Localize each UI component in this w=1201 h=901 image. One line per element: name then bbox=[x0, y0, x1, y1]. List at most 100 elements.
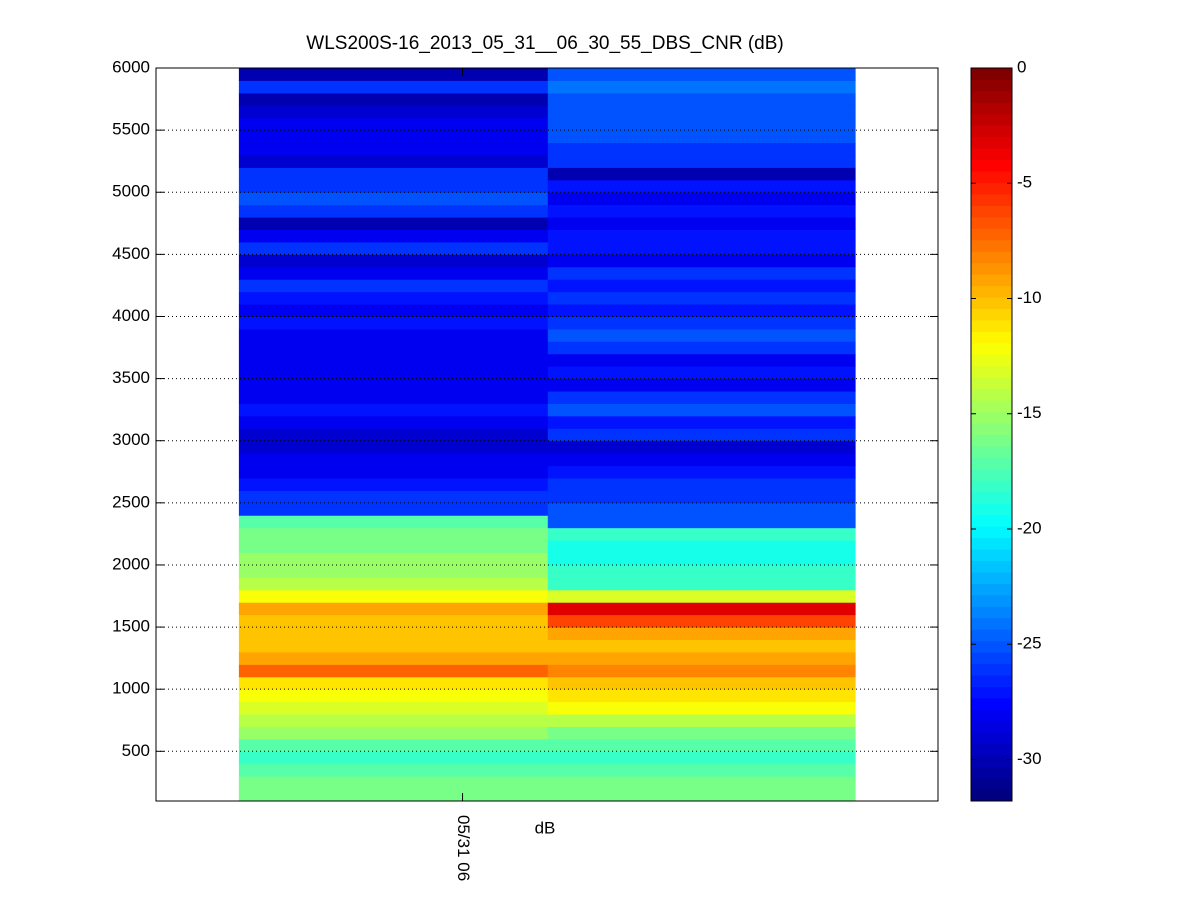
colorbar-swatch bbox=[971, 789, 1012, 802]
heatmap-cell bbox=[238, 167, 549, 181]
colorbar-swatch bbox=[971, 537, 1012, 550]
colorbar-swatch bbox=[971, 560, 1012, 573]
y-tick-label: 3500 bbox=[112, 368, 150, 387]
heatmap-cell bbox=[547, 627, 856, 640]
colorbar-tick-label: 0 bbox=[1017, 57, 1026, 76]
heatmap-cell bbox=[547, 689, 856, 703]
heatmap-cell bbox=[547, 776, 856, 790]
heatmap-cell bbox=[238, 651, 549, 665]
colorbar-swatch bbox=[971, 445, 1012, 458]
colorbar-swatch bbox=[971, 480, 1012, 493]
heatmap-cell bbox=[238, 68, 549, 81]
heatmap-cell bbox=[547, 391, 856, 404]
heatmap-cell bbox=[238, 241, 549, 255]
heatmap-cell bbox=[547, 552, 856, 566]
heatmap-cell bbox=[238, 117, 549, 131]
heatmap-cell bbox=[238, 515, 549, 529]
colorbar-swatch bbox=[971, 594, 1012, 607]
colorbar-swatch bbox=[971, 365, 1012, 378]
y-tick-label: 5500 bbox=[112, 120, 150, 139]
heatmap-cell bbox=[238, 204, 549, 218]
colorbar-swatch bbox=[971, 274, 1012, 287]
y-tick-label: 6000 bbox=[112, 57, 150, 76]
colorbar-swatch bbox=[971, 228, 1012, 241]
heatmap-cell bbox=[547, 763, 856, 777]
heatmap-cell bbox=[238, 217, 549, 231]
heatmap-cell bbox=[238, 552, 549, 566]
colorbar-swatch bbox=[971, 377, 1012, 390]
heatmap-cell bbox=[238, 92, 549, 106]
heatmap-cell bbox=[547, 676, 856, 690]
heatmap-cell bbox=[238, 391, 549, 404]
heatmap-cell bbox=[547, 527, 856, 541]
axes-frame bbox=[155, 67, 939, 802]
heatmap-cell bbox=[238, 304, 549, 317]
heatmap-cell bbox=[547, 167, 856, 181]
colorbar-swatch bbox=[971, 79, 1012, 92]
colorbar-swatch bbox=[971, 640, 1012, 653]
colorbar-swatch bbox=[971, 285, 1012, 298]
heatmap-cell bbox=[547, 105, 856, 119]
heatmap-cell bbox=[547, 378, 856, 392]
colorbar-swatch bbox=[971, 171, 1012, 184]
heatmap-cell bbox=[547, 453, 856, 467]
heatmap-cell bbox=[547, 241, 856, 255]
heatmap-cell bbox=[238, 142, 549, 156]
heatmap-cell bbox=[238, 763, 549, 777]
heatmap-cell bbox=[547, 477, 856, 491]
heatmap-cell bbox=[547, 192, 856, 206]
heatmap-cell bbox=[238, 589, 549, 603]
heatmap-cell bbox=[238, 428, 549, 442]
heatmap-cell bbox=[238, 291, 549, 305]
heatmap-cell bbox=[238, 527, 549, 541]
heatmap-cell bbox=[238, 453, 549, 467]
heatmap-cell bbox=[238, 477, 549, 491]
heatmap-cell bbox=[238, 341, 549, 355]
colorbar-tick-label: -5 bbox=[1017, 173, 1032, 192]
heatmap-cell bbox=[547, 701, 856, 715]
colorbar-swatch bbox=[971, 193, 1012, 206]
colorbar-swatch bbox=[971, 720, 1012, 733]
colorbar-swatch bbox=[971, 136, 1012, 149]
heatmap-cell bbox=[238, 403, 549, 417]
heatmap-cell bbox=[238, 254, 549, 268]
y-tick-label: 500 bbox=[122, 741, 150, 760]
heatmap-cell bbox=[238, 689, 549, 703]
colorbar-swatch bbox=[971, 755, 1012, 768]
y-tick-label: 5000 bbox=[112, 182, 150, 201]
colorbar-swatch bbox=[971, 159, 1012, 172]
heatmap-cell bbox=[547, 415, 856, 429]
heatmap-cell bbox=[238, 776, 549, 790]
heatmap-cell bbox=[238, 577, 549, 591]
heatmap-cell bbox=[238, 627, 549, 640]
heatmap-cell bbox=[238, 602, 549, 616]
heatmap-cell bbox=[547, 204, 856, 218]
colorbar-tick-label: -10 bbox=[1017, 288, 1042, 307]
colorbar-swatch bbox=[971, 251, 1012, 264]
heatmap-cell bbox=[547, 154, 856, 168]
heatmap-cell bbox=[238, 192, 549, 206]
colorbar-tick-label: -30 bbox=[1017, 749, 1042, 768]
heatmap-cell bbox=[238, 726, 549, 740]
heatmap-cell bbox=[547, 266, 856, 280]
heatmap-cell bbox=[547, 92, 856, 106]
heatmap-cell bbox=[238, 701, 549, 715]
heatmap-cell bbox=[547, 254, 856, 268]
heatmap-cell bbox=[238, 788, 549, 802]
heatmap-cell bbox=[547, 714, 856, 727]
heatmap-cell bbox=[238, 179, 549, 193]
heatmap-cell bbox=[547, 179, 856, 193]
y-tick-label: 4500 bbox=[112, 244, 150, 263]
colorbar-swatch bbox=[971, 709, 1012, 722]
heatmap-cell bbox=[238, 154, 549, 168]
heatmap-cell bbox=[547, 639, 856, 653]
colorbar-swatch bbox=[971, 617, 1012, 630]
heatmap-cell bbox=[547, 117, 856, 131]
colorbar-swatch bbox=[971, 675, 1012, 687]
colorbar-swatch bbox=[971, 457, 1012, 470]
heatmap-cell bbox=[547, 614, 856, 628]
heatmap-cell bbox=[547, 664, 856, 678]
heatmap-cell bbox=[547, 577, 856, 591]
heatmap-cell bbox=[238, 490, 549, 504]
colorbar-swatch bbox=[971, 400, 1012, 413]
